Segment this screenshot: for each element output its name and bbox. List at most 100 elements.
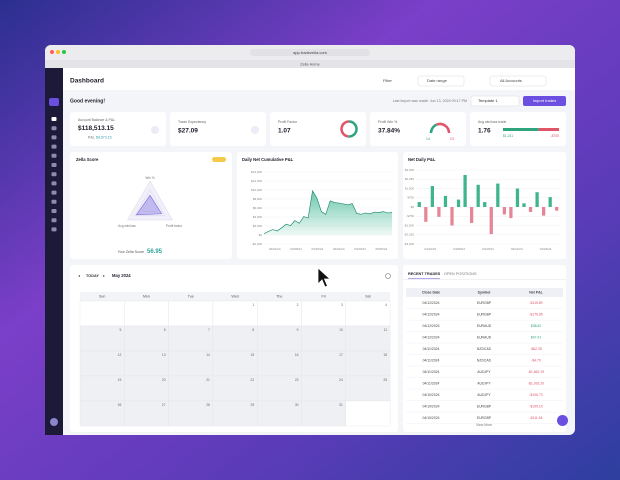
calendar-day[interactable] — [79, 375, 125, 402]
table-cell: NZDCAD — [477, 347, 492, 351]
day-number: 29 — [251, 403, 255, 407]
sidebar-icon[interactable] — [51, 144, 57, 149]
calendar-day[interactable] — [301, 350, 346, 377]
template-box[interactable] — [470, 95, 520, 107]
sidebar-icon[interactable] — [51, 135, 57, 140]
calendar-day[interactable] — [212, 300, 258, 327]
day-number: 4 — [385, 303, 387, 307]
calendar-day[interactable] — [301, 400, 346, 427]
kpi-sub-value: $9,573.15 — [96, 135, 112, 139]
sidebar-icon[interactable] — [51, 227, 57, 232]
day-number: 17 — [339, 353, 343, 357]
avatar[interactable] — [50, 418, 58, 426]
calendar-day[interactable] — [301, 325, 346, 352]
tab-title[interactable]: Zella Home — [300, 62, 319, 66]
table-cell: -$4.70 — [531, 358, 541, 362]
y-tick-label: -$2,250 — [404, 233, 415, 237]
sidebar-icon[interactable] — [51, 199, 57, 204]
avg-win-bar — [503, 128, 539, 131]
table-cell: -$115.89 — [529, 301, 542, 305]
day-number: 1 — [252, 303, 254, 307]
chat-button[interactable] — [557, 415, 568, 426]
calendar-day[interactable] — [257, 325, 302, 352]
url-field[interactable] — [250, 49, 370, 56]
x-tick-label: 04/08/24 — [290, 247, 302, 251]
calendar-day[interactable] — [124, 375, 169, 402]
kpi-label: Account Balance & P&L — [78, 118, 115, 122]
sidebar-icon[interactable] — [51, 218, 57, 223]
calendar-day[interactable] — [168, 325, 214, 352]
calendar-day[interactable] — [212, 350, 258, 377]
last-import: Last import was made: Jun 13, 2024 09:17… — [393, 99, 467, 103]
sidebar-icon[interactable] — [51, 117, 57, 121]
column-header: Symbol — [478, 290, 491, 294]
calendar-day[interactable] — [168, 400, 214, 427]
sidebar-icon[interactable] — [51, 172, 57, 177]
calendar-day[interactable] — [79, 325, 125, 352]
today-button[interactable]: TODAY — [86, 274, 99, 278]
calendar-day[interactable] — [79, 350, 125, 377]
daily-bar — [456, 199, 461, 207]
date-range-box[interactable] — [417, 75, 465, 87]
sidebar-icon[interactable] — [51, 209, 57, 213]
weekday: Mon — [143, 294, 150, 298]
calendar-day[interactable] — [345, 375, 391, 402]
kpi-card — [70, 112, 166, 146]
daily-bar — [522, 203, 526, 207]
next-arrow[interactable]: ▸ — [103, 273, 105, 278]
prev-arrow[interactable]: ◂ — [78, 273, 80, 278]
column-header: Net P&L — [529, 290, 543, 294]
calendar-day[interactable] — [212, 400, 258, 427]
daily-bar — [555, 207, 559, 211]
calendar-day[interactable] — [345, 300, 391, 327]
day-number: 30 — [295, 403, 299, 407]
calendar-day[interactable] — [79, 400, 125, 427]
sidebar-icon[interactable] — [51, 163, 57, 167]
calendar-day[interactable] — [257, 300, 302, 327]
calendar-day[interactable] — [257, 400, 302, 427]
calendar-day[interactable] — [301, 300, 346, 327]
tab[interactable]: RECENT TRADES — [408, 272, 441, 276]
calendar-settings[interactable] — [385, 273, 391, 279]
table-cell: EURAUD — [477, 324, 492, 328]
sidebar-add[interactable] — [49, 98, 59, 106]
accounts-box[interactable] — [489, 75, 547, 87]
day-number: 11 — [384, 328, 388, 332]
x-tick-label: 04/22/24 — [333, 247, 345, 251]
calendar-day[interactable] — [257, 350, 302, 377]
y-tick-label: $14,000 — [251, 170, 262, 174]
daily-bar — [463, 174, 467, 207]
table-cell: EURGBP — [477, 312, 492, 316]
y-tick-label: -$1,500 — [404, 223, 415, 227]
table-cell: -$1,862.19 — [528, 370, 544, 374]
calendar-day[interactable] — [124, 400, 169, 427]
sidebar-icon[interactable] — [51, 190, 57, 195]
calendar-day[interactable] — [212, 325, 258, 352]
kpi-icon — [251, 126, 259, 134]
radar-axis-label: Avg win/loss — [118, 224, 136, 228]
calendar-day — [345, 400, 391, 427]
x-tick-label: 04/08/24 — [453, 247, 465, 251]
tab[interactable]: OPEN POSITIONS — [444, 272, 477, 276]
filter-button[interactable]: Filter — [383, 78, 393, 83]
window-button[interactable] — [50, 50, 54, 54]
sidebar-icon[interactable] — [51, 126, 57, 131]
y-tick-label: $12,000 — [251, 179, 262, 183]
sidebar-icon[interactable] — [51, 181, 57, 186]
window-button[interactable] — [62, 50, 66, 54]
calendar-day[interactable] — [345, 350, 391, 377]
calendar-day[interactable] — [345, 325, 391, 352]
daily-bar — [483, 202, 487, 207]
y-tick-label: $6,000 — [253, 206, 263, 210]
calendar-day[interactable] — [168, 350, 214, 377]
calendar-month: May 2024 — [112, 273, 131, 278]
window-button[interactable] — [56, 50, 60, 54]
view-more[interactable]: View More — [476, 423, 492, 427]
calendar-day[interactable] — [124, 350, 169, 377]
x-tick-label: 04/01/24 — [425, 247, 437, 251]
import-button[interactable] — [523, 96, 566, 106]
sidebar-icon[interactable] — [51, 153, 57, 158]
calendar-day[interactable] — [124, 325, 169, 352]
kpi-card — [270, 112, 366, 146]
calendar-day[interactable] — [257, 375, 302, 402]
